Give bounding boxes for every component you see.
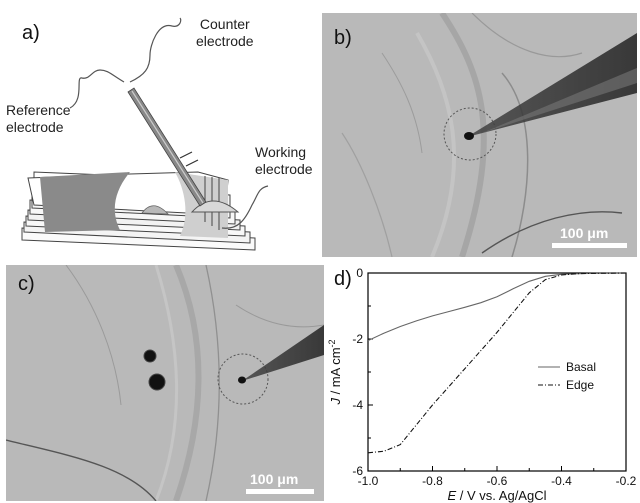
reference-electrode-wire	[69, 69, 125, 109]
counter-electrode-label: Counter electrode	[196, 16, 254, 49]
scale-label-b: 100 μm	[560, 225, 609, 241]
x-tick-label: -0.2	[616, 474, 637, 488]
y-tick-label: 0	[356, 266, 363, 280]
panel-d-chart: d) -1.0 -0.8 -0.6 -0.4 -0.2 0 -2 -4 -6 E / V vs. …	[320, 262, 640, 503]
x-axis-label: E / V vs. Ag/AgCl	[448, 488, 547, 503]
legend-label-edge: Edge	[566, 378, 594, 392]
panel-c-micrograph: c) 100 μm	[6, 265, 324, 501]
x-tick-label: -1.0	[358, 474, 379, 488]
counter-electrode-wire	[129, 17, 182, 83]
y-axis-label: J / mA cm-2	[327, 339, 343, 405]
y-tick-label: -4	[352, 398, 363, 412]
panel-a: a)	[0, 0, 325, 262]
x-tick-label: -0.6	[487, 474, 508, 488]
y-tick-label: -2	[352, 332, 363, 346]
jv-chart: -1.0 -0.8 -0.6 -0.4 -0.2 0 -2 -4 -6 E / V vs. Ag/…	[327, 266, 637, 503]
panel-b-micrograph: b) 100 μm	[322, 13, 637, 257]
x-tick-label: -0.8	[422, 474, 443, 488]
working-electrode-label: Working electrode	[255, 144, 313, 177]
micrograph-c-texture	[6, 265, 324, 501]
micrograph-b-texture	[341, 13, 637, 257]
y-tick-label: -6	[352, 464, 363, 478]
reference-electrode-label: Reference electrode	[6, 102, 71, 135]
legend-label-basal: Basal	[566, 360, 596, 374]
panel-d-label: d)	[334, 268, 352, 290]
layered-substrate	[21, 171, 256, 251]
panel-b-label: b)	[334, 27, 352, 49]
capillary-pipette	[127, 87, 207, 207]
electrode-schematic	[21, 17, 269, 251]
scale-bar-c	[246, 489, 314, 494]
panel-c-label: c)	[18, 273, 35, 295]
scale-label-c: 100 μm	[250, 471, 299, 487]
series-line-basal	[367, 272, 627, 342]
scale-bar-b	[552, 243, 627, 248]
working-electrode-wire	[221, 185, 269, 229]
panel-a-label: a)	[22, 22, 40, 44]
droplet-small	[141, 205, 169, 215]
x-tick-label: -0.4	[551, 474, 572, 488]
